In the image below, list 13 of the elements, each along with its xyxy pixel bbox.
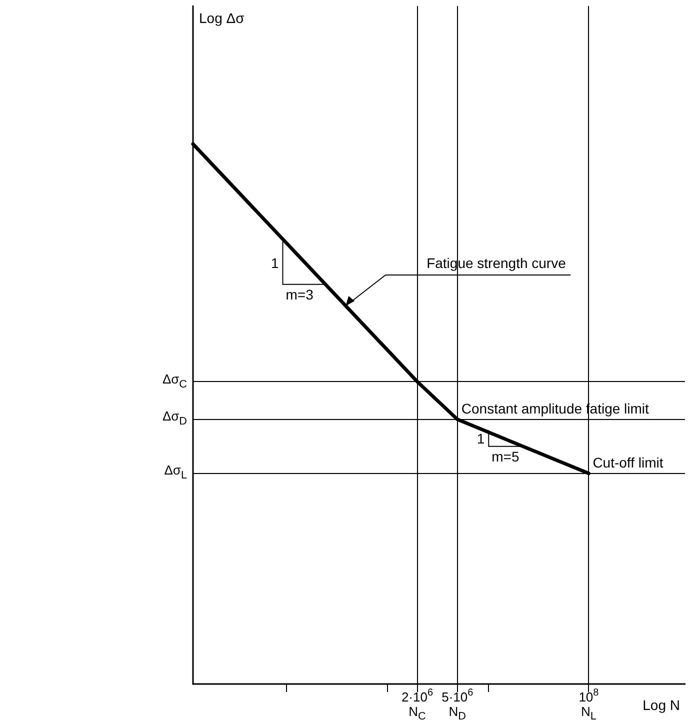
annotation: Cut-off limit: [592, 454, 664, 470]
annotation: m=5: [492, 448, 520, 464]
ref-line-label: Δσ$_{C}$: [162, 371, 187, 392]
ref-line-label: Δσ$_{L}$: [164, 463, 187, 484]
x-axis-title: Log N: [642, 697, 680, 713]
ref-line-label: N$_{D}$: [448, 704, 466, 725]
ref-line-label: N$_{L}$: [580, 704, 596, 725]
annotation: 1: [476, 430, 485, 446]
ref-line-label: Δσ$_{D}$: [162, 409, 187, 430]
ref-line-label: N$_{C}$: [408, 704, 426, 725]
annotation: m=3: [286, 286, 314, 302]
annotation: 1: [270, 254, 279, 271]
text: Log Δσ: [199, 10, 245, 26]
